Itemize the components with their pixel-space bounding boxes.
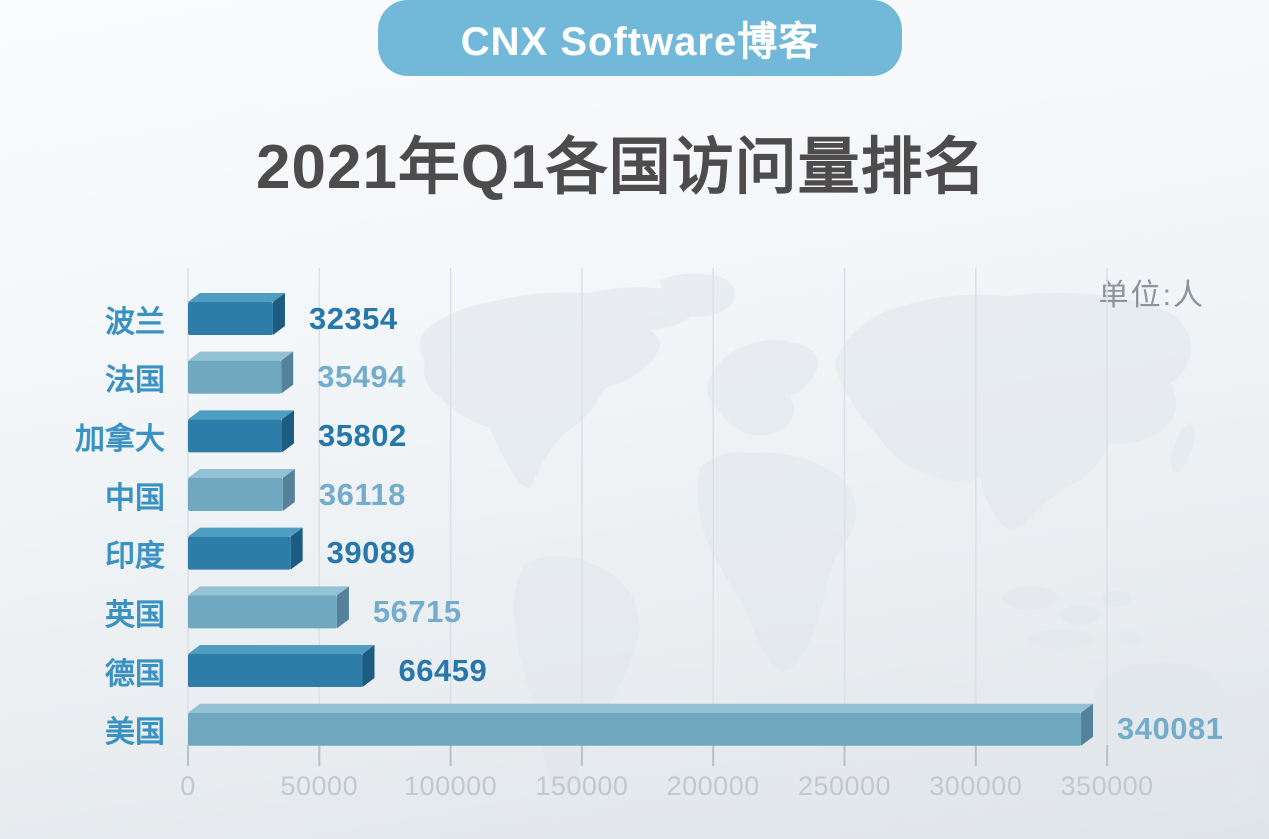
- value-label: 35494: [317, 359, 406, 395]
- bar-side-bevel: [336, 586, 349, 629]
- page-title: 2021年Q1各国访问量排名: [256, 133, 987, 202]
- bar-side-bevel: [1081, 703, 1094, 746]
- x-axis-tick-label: 250000: [797, 771, 892, 801]
- header-badge: CNX Software博客: [378, 0, 902, 76]
- value-label: 32354: [308, 300, 398, 336]
- x-axis-tick-label: 350000: [1060, 771, 1154, 801]
- value-label: 35802: [318, 417, 407, 453]
- category-label: 德国: [105, 657, 165, 691]
- category-label: 波兰: [105, 305, 165, 339]
- bar-top-bevel: [188, 293, 285, 302]
- bar-side-bevel: [272, 293, 285, 335]
- bar: [188, 595, 337, 629]
- category-label: 英国: [105, 598, 165, 632]
- bar: [188, 536, 291, 570]
- bar-side-bevel: [282, 410, 295, 453]
- category-label: 加拿大: [75, 422, 165, 456]
- unit-label: 单位:人: [1098, 279, 1205, 312]
- bar-top-bevel: [188, 586, 349, 596]
- bar: [188, 712, 1082, 746]
- x-axis-tick-label: 150000: [535, 771, 629, 801]
- world-map-watermark: [340, 268, 1269, 813]
- bar: [188, 302, 273, 335]
- category-label: 法国: [105, 364, 165, 398]
- value-label: 36118: [318, 476, 406, 512]
- bar-top-bevel: [188, 527, 303, 537]
- bar: [188, 419, 283, 453]
- bar-side-bevel: [281, 351, 294, 394]
- bar-side-bevel: [290, 527, 303, 570]
- bar-top-bevel: [188, 469, 295, 479]
- bar-side-bevel: [282, 469, 295, 512]
- bar-top-bevel: [188, 703, 1094, 713]
- value-label: 66459: [398, 652, 488, 688]
- x-axis-tick-label: 0: [180, 771, 196, 801]
- value-label: 56715: [372, 593, 462, 629]
- badge-label: CNX Software博客: [460, 20, 820, 64]
- bar-top-bevel: [188, 410, 295, 420]
- category-label: 印度: [105, 540, 165, 574]
- category-label: 美国: [105, 716, 165, 750]
- bar-top-bevel: [188, 351, 294, 361]
- x-axis-tick-label: 100000: [404, 771, 498, 801]
- bar: [188, 360, 282, 394]
- bar: [188, 478, 283, 512]
- bar-side-bevel: [362, 645, 375, 688]
- bar: [188, 654, 363, 688]
- world-map-shapes: [419, 273, 1257, 804]
- x-axis-tick-label: 200000: [666, 771, 760, 801]
- category-label: 中国: [105, 481, 165, 515]
- x-axis-tick-label: 300000: [929, 771, 1023, 801]
- x-axis-tick-label: 50000: [280, 771, 359, 801]
- bar-top-bevel: [188, 645, 375, 655]
- value-label: 39089: [326, 535, 416, 571]
- value-label: 340081: [1117, 711, 1224, 747]
